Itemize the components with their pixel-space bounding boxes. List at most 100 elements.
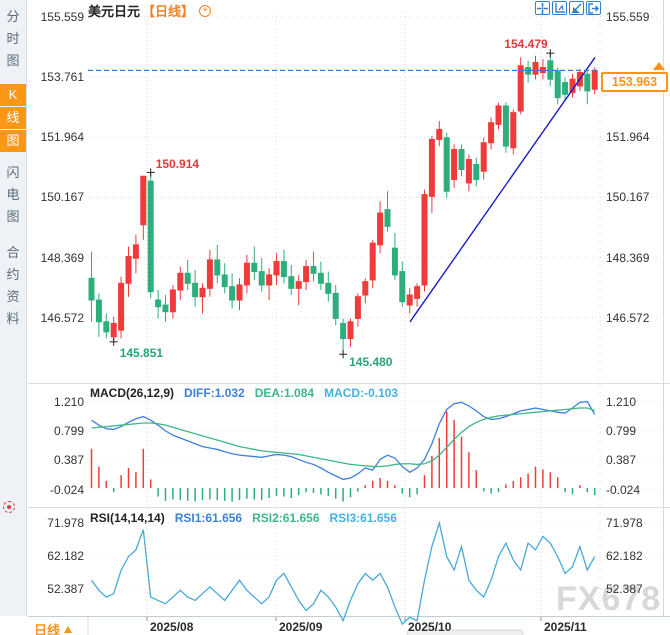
sidebar-tab-1[interactable]: 分时图 bbox=[0, 6, 26, 72]
macd-axis-tick: 1.210 bbox=[53, 394, 84, 409]
price-axis-tick: 155.559 bbox=[40, 10, 84, 24]
indicator-settings-icon[interactable] bbox=[3, 501, 15, 513]
sidebar-tab-char: 电 bbox=[6, 187, 20, 202]
candle-body bbox=[103, 321, 110, 333]
macd-dea-line bbox=[91, 407, 595, 468]
last-price-box: 153.963 bbox=[601, 72, 668, 92]
macd-header-params: MACD(26,12,9) bbox=[90, 386, 175, 400]
candle-body bbox=[229, 286, 236, 301]
price-axis-tick: 151.964 bbox=[40, 130, 84, 145]
crosshair-icon[interactable] bbox=[535, 1, 550, 15]
candle-body bbox=[510, 112, 517, 149]
price-axis-tick: 151.964 bbox=[606, 130, 650, 145]
macd-axis-tick: 0.387 bbox=[53, 453, 84, 468]
trendline-icon[interactable] bbox=[569, 1, 584, 15]
rsi-header: RSI(14,14,14) RSI1:61.656 RSI2:61.656 RSI3:… bbox=[90, 511, 397, 525]
rsi-axis-tick: 52.387 bbox=[47, 582, 84, 596]
sidebar-tab-4[interactable]: 合约资料 bbox=[0, 242, 26, 330]
sidebar-tab-char: 线 bbox=[0, 107, 26, 129]
candle-body bbox=[517, 65, 524, 112]
candle-body bbox=[169, 289, 176, 313]
exit-chart-icon[interactable] bbox=[586, 1, 601, 15]
macd-axis-tick: -0.024 bbox=[49, 482, 84, 497]
price-up-arrow-icon bbox=[653, 62, 665, 70]
candle-body bbox=[325, 282, 332, 294]
sidebar-tab-char: 资 bbox=[6, 289, 20, 304]
candle-body bbox=[488, 122, 495, 144]
candle-body bbox=[118, 282, 125, 331]
date-axis-label: 2025/08 bbox=[150, 620, 194, 634]
candle-body bbox=[332, 292, 339, 319]
macd-header-legend-2: MACD:-0.103 bbox=[324, 386, 399, 400]
candle-body bbox=[495, 105, 502, 125]
candle-body bbox=[584, 73, 591, 92]
rsi-axis-tick: 71.978 bbox=[606, 516, 643, 530]
price-annotation: 145.851 bbox=[119, 345, 164, 360]
rsi-axis-tick: 62.182 bbox=[47, 549, 84, 563]
trend-line[interactable] bbox=[409, 57, 596, 323]
candle-body bbox=[377, 212, 384, 246]
add-compare-icon[interactable]: + bbox=[199, 4, 212, 17]
period-selector-label: 日线 bbox=[34, 623, 61, 635]
rsi-header-params: RSI(14,14,14) bbox=[90, 511, 165, 525]
price-axis-tick: 148.369 bbox=[40, 250, 84, 265]
sidebar-tab-char: 图 bbox=[6, 209, 20, 224]
price-axis-tick: 153.761 bbox=[40, 70, 84, 85]
candle-body bbox=[95, 299, 102, 323]
candle-body bbox=[258, 271, 265, 286]
date-axis-label: 2025/10 bbox=[408, 620, 452, 634]
axis-scale-icon[interactable] bbox=[552, 1, 567, 15]
chart-title: 美元日元 【日线】 + bbox=[88, 1, 212, 20]
date-axis-label: 2025/09 bbox=[279, 620, 323, 634]
sidebar-tab-3[interactable]: 闪电图 bbox=[0, 162, 26, 228]
candle-body bbox=[532, 61, 539, 75]
candle-body bbox=[554, 70, 561, 99]
watermark: FX678 bbox=[556, 580, 662, 618]
candle-body bbox=[399, 271, 406, 303]
rsi-header-legend-0: RSI1:61.656 bbox=[174, 511, 243, 525]
candle-body bbox=[480, 142, 487, 172]
candle-body bbox=[273, 261, 280, 276]
date-axis-label: 2025/11 bbox=[544, 620, 587, 634]
candle-body bbox=[162, 304, 169, 313]
scrollbar-thumb[interactable] bbox=[406, 629, 524, 635]
candle-body bbox=[562, 82, 569, 95]
rsi-header-legend-2: RSI3:61.656 bbox=[329, 511, 397, 525]
candle-body bbox=[147, 180, 154, 293]
macd-header-legend-0: DIFF:1.032 bbox=[184, 386, 245, 400]
macd-header: MACD(26,12,9) DIFF:1.032 DEA:1.084 MACD:-0.… bbox=[90, 386, 398, 400]
candle-body bbox=[199, 287, 206, 298]
candle-body bbox=[340, 322, 347, 340]
candle-body bbox=[236, 284, 243, 301]
candle-body bbox=[184, 272, 191, 284]
candle-body bbox=[465, 159, 472, 184]
candle-body bbox=[295, 281, 302, 289]
symbol-name: 美元日元 bbox=[88, 4, 141, 19]
period-tag: 【日线】 bbox=[142, 4, 195, 19]
period-selector[interactable]: 日线 bbox=[34, 620, 73, 635]
price-axis-tick: 150.167 bbox=[606, 190, 650, 205]
candle-body bbox=[458, 148, 465, 171]
candle-body bbox=[243, 262, 250, 286]
macd-axis-tick: 0.799 bbox=[53, 423, 84, 438]
price-annotation: 150.914 bbox=[155, 157, 200, 172]
candle-body bbox=[451, 148, 458, 181]
sidebar-tab-char: 分 bbox=[6, 9, 20, 24]
chart-toolbar bbox=[535, 1, 601, 15]
candle-body bbox=[406, 294, 413, 306]
candle-body bbox=[88, 277, 95, 301]
candle-body bbox=[221, 274, 228, 288]
sidebar-tab-char: 料 bbox=[6, 311, 20, 326]
candle-body bbox=[317, 272, 324, 284]
candle-body bbox=[428, 138, 435, 197]
candle-body bbox=[288, 276, 295, 289]
sidebar-tab-char: 时 bbox=[6, 31, 20, 46]
candle-body bbox=[502, 105, 509, 147]
candle-body bbox=[384, 209, 391, 227]
macd-axis-tick: 1.210 bbox=[606, 394, 637, 409]
